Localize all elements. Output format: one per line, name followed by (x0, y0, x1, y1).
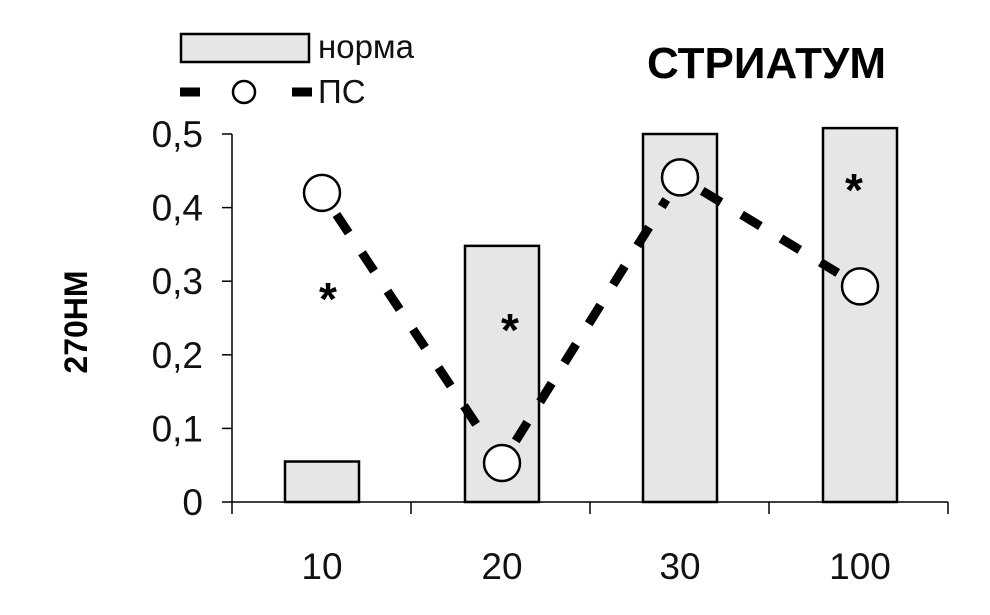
legend-label-ps: ПС (318, 73, 366, 110)
point-ps (482, 443, 522, 483)
y-tick-label: 0 (182, 482, 203, 523)
y-axis-title: 270НМ (58, 270, 94, 373)
line-ps (332, 187, 841, 444)
chart-title: СТРИАТУМ (647, 39, 886, 88)
significance-asterisk: * (319, 273, 337, 325)
significance-asterisk: * (845, 164, 863, 216)
legend-swatch-norma (179, 32, 311, 64)
x-tick-label: 100 (829, 546, 891, 587)
bar-norma (283, 460, 361, 504)
significance-asterisk: * (501, 304, 519, 356)
points-ps (302, 158, 880, 483)
y-tick-label: 0,4 (152, 188, 203, 229)
y-tick-label: 0,5 (152, 114, 203, 155)
point-ps (302, 173, 342, 213)
point-ps (660, 158, 700, 197)
x-axis: 10 20 30 100 (231, 501, 949, 587)
significance-marks: * * * (319, 164, 863, 356)
y-tick-label: 0,2 (152, 335, 203, 376)
x-tick-label: 20 (481, 546, 522, 587)
bars-norma (283, 126, 899, 504)
y-tick-label: 0,1 (152, 408, 203, 449)
y-ticks: 0 0,1 0,2 0,3 0,4 0,5 (152, 114, 232, 523)
x-tick-label: 30 (659, 546, 700, 587)
legend: норма ПС (179, 28, 415, 110)
y-axis: 0 0,1 0,2 0,3 0,4 0,5 (152, 114, 233, 523)
x-tick-label: 10 (301, 546, 342, 587)
legend-label-norma: норма (318, 28, 415, 65)
legend-marker-ps (231, 79, 257, 105)
y-tick-label: 0,3 (152, 261, 203, 302)
line-segment-ps (511, 197, 671, 444)
x-ticks: 10 20 30 100 (231, 502, 949, 587)
bar-norma (821, 126, 899, 504)
point-ps (840, 267, 880, 306)
line-segment-ps (699, 187, 841, 277)
